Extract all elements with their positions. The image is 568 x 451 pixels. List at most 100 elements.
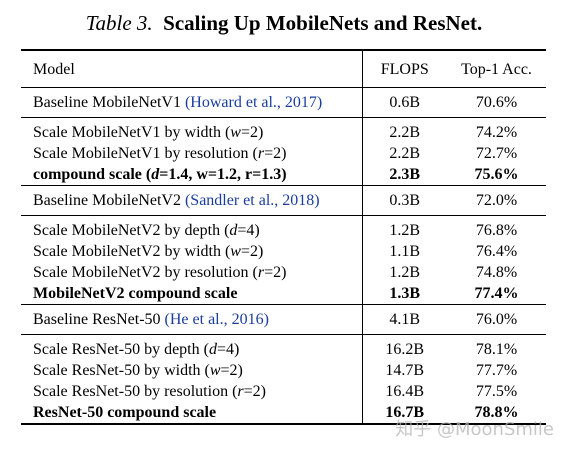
flops-cell: 1.3B — [361, 283, 441, 305]
table-body: Baseline MobileNetV1 (Howard et al., 201… — [21, 87, 546, 425]
flops-cell: 1.2B — [361, 262, 441, 283]
model-name: Baseline MobileNetV2 — [33, 192, 185, 209]
model-cell: Scale MobileNetV2 by width (w=2) — [21, 241, 362, 262]
table-row-compound: ResNet-50 compound scale 16.7B 78.8% — [21, 402, 546, 425]
accuracy-cell: 75.6% — [441, 164, 546, 186]
table-row: Scale MobileNetV2 by resolution (r=2) 1.… — [21, 262, 546, 283]
flops-cell: 16.4B — [361, 381, 441, 402]
model-cell: Scale MobileNetV1 by width (w=2) — [21, 118, 362, 144]
model-name: MobileNetV2 compound scale — [33, 285, 238, 302]
model-name: ResNet-50 compound scale — [33, 404, 217, 421]
table-row: Scale ResNet-50 by width (w=2) 14.7B 77.… — [21, 360, 546, 381]
model-cell: Scale ResNet-50 by depth (d=4) — [21, 335, 362, 361]
flops-cell: 16.2B — [361, 334, 441, 360]
model-name: Scale ResNet-50 by width ( — [33, 362, 210, 379]
watermark: 知乎 @MoonSmile — [395, 419, 554, 440]
table-header-row: Model FLOPS Top-1 Acc. — [21, 49, 546, 88]
accuracy-cell: 77.4% — [441, 283, 546, 305]
table-row-compound: compound scale (d=1.4, w=1.2, r=1.3) 2.3… — [21, 164, 546, 186]
model-name: Scale MobileNetV2 by resolution ( — [33, 264, 258, 281]
flops-cell: 1.1B — [361, 241, 441, 262]
model-cell: Baseline MobileNetV2 (Sandler et al., 20… — [21, 185, 362, 216]
table-row-compound: MobileNetV2 compound scale 1.3B 77.4% — [21, 283, 546, 305]
column-header-flops: FLOPS — [361, 49, 441, 88]
flops-cell: 2.2B — [361, 117, 441, 143]
model-name-suffix: =2) — [264, 264, 287, 281]
math-variable: w — [230, 124, 241, 141]
model-name-suffix: =2) — [243, 383, 266, 400]
table-caption: Table 3. Scaling Up MobileNets and ResNe… — [0, 10, 568, 36]
model-name-suffix: =2) — [220, 362, 243, 379]
accuracy-cell: 76.8% — [475, 222, 518, 239]
math-variable: w — [209, 362, 221, 379]
model-name: Scale ResNet-50 by depth ( — [33, 341, 209, 358]
accuracy-cell: 77.7% — [475, 362, 518, 379]
model-name: Scale MobileNetV2 by depth ( — [33, 222, 230, 239]
model-name: Scale MobileNetV2 by width ( — [33, 243, 231, 260]
flops-cell: 14.7B — [361, 360, 441, 381]
model-cell: Scale ResNet-50 by width (w=2) — [21, 360, 362, 381]
model-cell: Scale MobileNetV1 by resolution (r=2) — [21, 143, 362, 164]
model-cell: Scale MobileNetV2 by resolution (r=2) — [21, 262, 362, 283]
table-row-baseline: Baseline MobileNetV2 (Sandler et al., 20… — [21, 185, 546, 216]
model-name-suffix: =1.4, w=1.2, r=1.3) — [159, 166, 287, 183]
math-variable: d — [229, 222, 238, 239]
flops-cell: 0.3B — [361, 185, 441, 216]
flops-cell: 0.6B — [361, 87, 441, 118]
model-name-suffix: =4) — [237, 222, 260, 239]
caption-label: Table 3. — [85, 11, 153, 35]
model-name: compound scale ( — [33, 166, 152, 183]
accuracy-cell: 72.7% — [475, 145, 518, 162]
math-variable: d — [151, 166, 160, 183]
model-name: Scale MobileNetV1 by width ( — [33, 124, 231, 141]
model-cell: Baseline MobileNetV1 (Howard et al., 201… — [21, 87, 362, 118]
table-row: Scale MobileNetV1 by width (w=2) 2.2B 74… — [21, 117, 546, 144]
accuracy-cell: 72.0% — [441, 185, 546, 216]
model-cell: ResNet-50 compound scale — [21, 402, 362, 425]
model-name: Baseline MobileNetV1 — [33, 94, 185, 111]
model-name: Scale ResNet-50 by resolution ( — [33, 383, 238, 400]
accuracy-cell: 74.2% — [475, 124, 518, 141]
flops-cell: 2.2B — [361, 143, 441, 164]
table-row: Scale MobileNetV2 by depth (d=4) 1.2B 76… — [21, 215, 546, 242]
citation-link[interactable]: (Sandler et al., 2018) — [184, 192, 320, 209]
table-row: Scale MobileNetV2 by width (w=2) 1.1B 76… — [21, 241, 546, 262]
math-variable: r — [257, 145, 265, 162]
table-row: Scale MobileNetV1 by resolution (r=2) 2.… — [21, 143, 546, 164]
math-variable: w — [230, 243, 241, 260]
accuracy-cell: 77.5% — [475, 383, 518, 400]
math-variable: d — [208, 341, 217, 358]
caption-title: Scaling Up MobileNets and ResNet. — [163, 11, 483, 35]
model-cell: MobileNetV2 compound scale — [21, 283, 362, 305]
flops-cell: 16.7B — [361, 402, 441, 425]
flops-cell: 1.2B — [361, 215, 441, 241]
table-row-baseline: Baseline MobileNetV1 (Howard et al., 201… — [21, 87, 546, 118]
accuracy-cell: 78.1% — [475, 341, 518, 358]
citation-link[interactable]: (Howard et al., 2017) — [184, 94, 323, 111]
accuracy-cell: 74.8% — [475, 264, 518, 281]
citation-link[interactable]: (He et al., 2016) — [164, 311, 269, 328]
accuracy-cell: 70.6% — [441, 87, 546, 118]
column-header-accuracy: Top-1 Acc. — [441, 49, 546, 88]
math-variable: r — [237, 383, 244, 400]
accuracy-cell: 76.4% — [475, 243, 518, 260]
model-cell: Scale ResNet-50 by resolution (r=2) — [21, 381, 362, 402]
accuracy-cell: 76.0% — [441, 304, 546, 335]
model-name-suffix: =2) — [240, 124, 264, 141]
results-table: Model FLOPS Top-1 Acc. Baseline MobileNe… — [21, 49, 546, 425]
model-cell: compound scale (d=1.4, w=1.2, r=1.3) — [21, 164, 362, 186]
column-header-model: Model — [21, 49, 362, 88]
model-cell: Baseline ResNet-50 (He et al., 2016) — [21, 304, 362, 335]
table-row: Scale ResNet-50 by resolution (r=2) 16.4… — [21, 381, 546, 402]
model-name-suffix: =2) — [264, 145, 287, 162]
math-variable: r — [257, 264, 265, 281]
accuracy-cell: 78.8% — [441, 402, 546, 425]
flops-cell: 4.1B — [361, 304, 441, 335]
model-name-suffix: =2) — [240, 243, 264, 260]
model-name-suffix: =4) — [216, 341, 240, 358]
model-cell: Scale MobileNetV2 by depth (d=4) — [21, 216, 362, 242]
flops-cell: 2.3B — [361, 164, 441, 186]
table-row: Scale ResNet-50 by depth (d=4) 16.2B 78.… — [21, 334, 546, 361]
table-row-baseline: Baseline ResNet-50 (He et al., 2016) 4.1… — [21, 304, 546, 335]
model-name: Baseline ResNet-50 — [33, 311, 165, 328]
